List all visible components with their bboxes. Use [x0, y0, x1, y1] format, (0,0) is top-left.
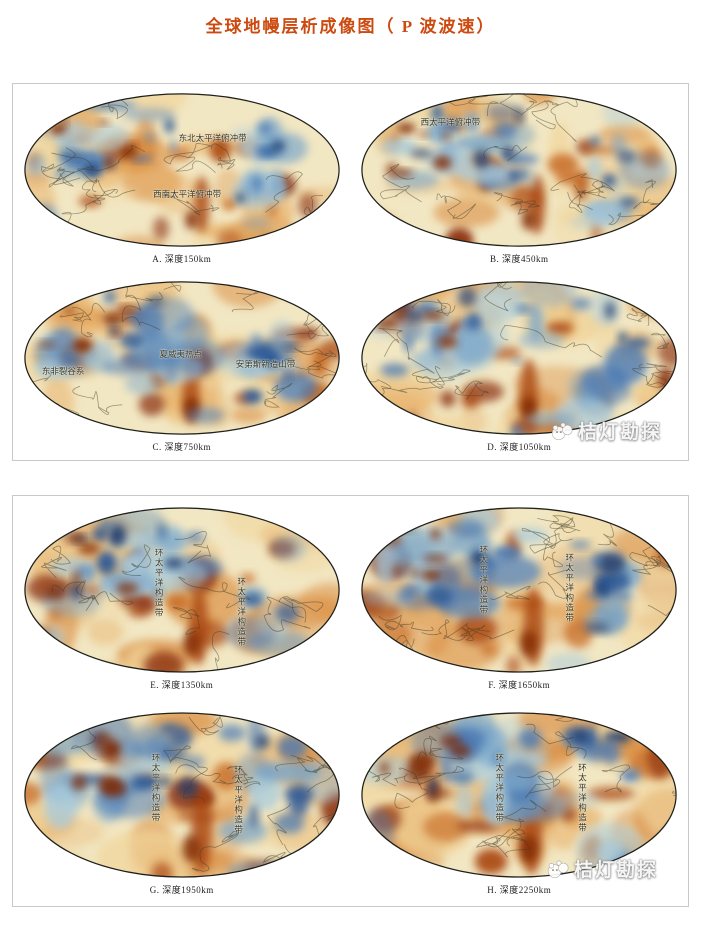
map-annotation: 西太平洋俯冲带: [420, 117, 481, 128]
map-annotation: 环太平洋构造带: [233, 764, 244, 835]
map-caption-f: F. 深度1650km: [488, 680, 551, 690]
tomography-panel-bottom: 环太平洋构造带 环太平洋构造带 E. 深度1350km 环太平洋构造带 环太平洋构造…: [12, 495, 689, 907]
map-caption-e: E. 深度1350km: [150, 680, 214, 690]
map-annotation: 西南太平洋俯冲带: [153, 189, 222, 200]
map-annotation: 环太平洋构造带: [564, 553, 575, 624]
map-cell-a: 东北太平洋俯冲带西南太平洋俯冲带 A. 深度150km: [13, 84, 351, 272]
map-annotation: 环太平洋构造带: [478, 544, 489, 615]
map-caption-d: D. 深度1050km: [487, 441, 552, 452]
map-caption-b: B. 深度450km: [489, 253, 549, 264]
world-map-a: 东北太平洋俯冲带西南太平洋俯冲带: [23, 92, 341, 248]
map-cell-e: 环太平洋构造带 环太平洋构造带 E. 深度1350km: [13, 496, 351, 701]
map-annotation: 环太平洋构造带: [236, 576, 247, 647]
map-annotation: 环太平洋构造带: [154, 548, 165, 618]
world-map-h: 环太平洋构造带 环太平洋构造带: [360, 711, 678, 879]
map-caption-g: G. 深度1950km: [149, 885, 214, 895]
world-map-d: [360, 280, 678, 436]
map-annotation: 安第斯新造山带: [235, 358, 296, 369]
map-annotation: 夏威夷热点: [159, 349, 202, 360]
map-cell-h: 环太平洋构造带 环太平洋构造带 H. 深度2250km: [351, 701, 689, 906]
world-map-e: 环太平洋构造带 环太平洋构造带: [23, 506, 341, 674]
map-annotation: 东北太平洋俯冲带: [178, 133, 247, 144]
map-caption-h: H. 深度2250km: [487, 885, 552, 895]
page: { "page": { "title": "全球地幔层析成像图（ P 波波速）"…: [0, 12, 701, 938]
tomography-panel-top: 东北太平洋俯冲带西南太平洋俯冲带 A. 深度150km 西太平洋俯冲带 B. 深…: [12, 83, 689, 461]
world-map-g: 环太平洋构造带 环太平洋构造带: [23, 711, 341, 879]
map-caption-a: A. 深度150km: [152, 253, 212, 264]
map-cell-b: 西太平洋俯冲带 B. 深度450km: [351, 84, 689, 272]
world-map-b: 西太平洋俯冲带: [360, 92, 678, 248]
map-annotation: 环太平洋构造带: [577, 763, 588, 834]
world-map-c: 东非裂谷系 夏威夷热点安第斯新造山带: [23, 280, 341, 436]
map-annotation: 东非裂谷系: [41, 366, 85, 377]
map-cell-f: 环太平洋构造带 环太平洋构造带 F. 深度1650km: [351, 496, 689, 701]
map-caption-c: C. 深度750km: [152, 441, 211, 452]
map-annotation: 环太平洋构造带: [150, 753, 161, 823]
map-cell-d: D. 深度1050km: [351, 272, 689, 460]
world-map-f: 环太平洋构造带 环太平洋构造带: [360, 506, 678, 674]
map-cell-c: 东非裂谷系 夏威夷热点安第斯新造山带 C. 深度750km: [13, 272, 351, 460]
map-annotation: 环太平洋构造带: [494, 753, 505, 823]
page-title: 全球地幔层析成像图（ P 波波速）: [205, 17, 496, 36]
map-cell-g: 环太平洋构造带 环太平洋构造带 G. 深度1950km: [13, 701, 351, 906]
